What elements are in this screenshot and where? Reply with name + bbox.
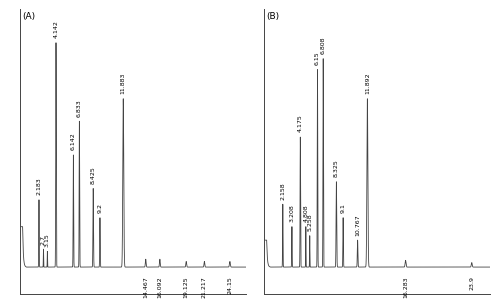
Text: 19.125: 19.125	[184, 276, 188, 298]
Text: 6.142: 6.142	[71, 133, 76, 150]
Text: 11.892: 11.892	[365, 73, 370, 94]
Text: 4.175: 4.175	[298, 115, 303, 132]
Text: 21.217: 21.217	[202, 276, 207, 298]
Text: 8.425: 8.425	[90, 166, 96, 184]
Text: 4.142: 4.142	[54, 20, 59, 38]
Text: 16.092: 16.092	[158, 276, 162, 298]
Text: (B): (B)	[266, 12, 280, 21]
Text: 23.9: 23.9	[469, 276, 474, 290]
Text: 6.833: 6.833	[77, 99, 82, 117]
Text: 5.258: 5.258	[307, 214, 312, 231]
Text: 14.467: 14.467	[143, 276, 148, 298]
Text: 2.183: 2.183	[36, 178, 42, 195]
Text: (A): (A)	[22, 12, 36, 21]
Text: 2.7: 2.7	[41, 235, 46, 244]
Text: 24.15: 24.15	[228, 276, 232, 294]
Text: 6.808: 6.808	[320, 36, 326, 54]
Text: 8.325: 8.325	[334, 160, 339, 177]
Text: 10.767: 10.767	[355, 214, 360, 236]
Text: 4.808: 4.808	[304, 205, 308, 222]
Text: 16.283: 16.283	[403, 276, 408, 298]
Text: 9.1: 9.1	[340, 203, 345, 213]
Text: 3.208: 3.208	[290, 204, 294, 222]
Text: 3.15: 3.15	[45, 233, 50, 247]
Text: 9.2: 9.2	[98, 203, 102, 213]
Text: 6.15: 6.15	[315, 52, 320, 65]
Text: 2.158: 2.158	[280, 182, 285, 200]
Text: 11.883: 11.883	[121, 73, 126, 94]
